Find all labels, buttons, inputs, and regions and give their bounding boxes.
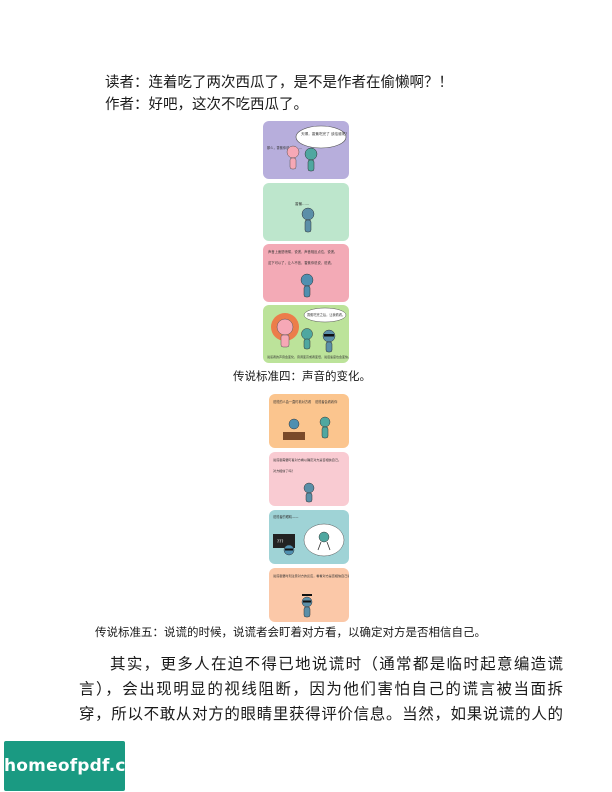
comic-panel-voice-1: 天哪，香蕉吃完了 该给谁呢？ 那么，香蕉你说，我…… bbox=[263, 121, 349, 179]
panel-text: 说谎者需要盯着对方看以确定对方是否相信自己。 bbox=[273, 457, 341, 462]
panel-text: 这下可以了，让人不信，香蕉你说说，说谎。 bbox=[268, 260, 334, 265]
comic-panel-stare-3: 说谎者的眼睛—— ??? bbox=[269, 510, 349, 564]
teal-character bbox=[301, 207, 315, 233]
teal-character bbox=[304, 147, 318, 172]
dialogue-text: 好吧，这次不吃西瓜了。 bbox=[148, 97, 309, 113]
dialogue-text: 连着吃了两次西瓜了，是不是作者在偷懒啊？！ bbox=[148, 75, 454, 91]
teal-character bbox=[303, 482, 315, 503]
panel-text: 说谎者要时刻注意对方的反应，看看对方是否相信自己说的话。 bbox=[273, 573, 349, 578]
monitor-label: ??? bbox=[277, 539, 283, 544]
sunglasses-character bbox=[283, 544, 295, 556]
bubble-text: 说谎者的眼睛—— bbox=[273, 514, 299, 519]
monitor bbox=[273, 534, 295, 548]
desk bbox=[283, 432, 305, 440]
comic-illustration: 香蕉…… bbox=[263, 183, 349, 241]
teal-character bbox=[300, 273, 314, 298]
watermark-logo: homeofpdf.com bbox=[4, 741, 155, 791]
body-paragraph: 其实，更多人在迫不得已地说谎时（通常都是临时起意编造谎 言），会出现明显的视线阻… bbox=[79, 652, 563, 727]
comic-panel-stare-4: 说谎者要时刻注意对方的反应，看看对方是否相信自己说的话。 bbox=[269, 568, 349, 622]
panel-footer-text: 说谎者的声音会变化，音调变高或者变低，说话速度也会变快。 bbox=[267, 354, 349, 359]
panel-text: 对方相信了吗？ bbox=[273, 468, 295, 473]
comic-illustration: 声音上面是喷嘴，说谎，声音相反点位，说谎。 这下可以了，让人不信，香蕉你说说，说… bbox=[263, 244, 349, 302]
standing-character bbox=[319, 416, 331, 439]
comic-panel-stare-2: 说谎者需要盯着对方看以确定对方是否相信自己。 对方相信了吗？ bbox=[269, 452, 349, 506]
paragraph-line: 其实，更多人在迫不得已地说谎时（通常都是临时起意编造谎 bbox=[110, 655, 563, 673]
aside-text: 那么，香蕉你说，我…… bbox=[267, 145, 302, 150]
panel-text: 说谎者会看着你 bbox=[315, 399, 338, 404]
bubble-text: 天哪，香蕉吃完了 该给谁呢？ bbox=[301, 131, 349, 136]
seated-character bbox=[288, 418, 300, 430]
paragraph-line: 穿，所以不敢从对方的眼睛里获得评价信息。当然，如果说谎的人的 bbox=[79, 705, 563, 723]
panel-text: 说谎的人会一直盯着对方看 bbox=[273, 399, 311, 404]
panel-text: 声音上面是喷嘴，说谎，声音相反点位，说谎。 bbox=[268, 249, 337, 254]
jumping-character bbox=[317, 531, 331, 551]
caption-standard-five: 传说标准五：说谎的时候，说谎者会盯着对方看，以确定对方是否相信自己。 bbox=[95, 625, 486, 639]
sunglasses-character bbox=[322, 329, 336, 353]
speech-bubble bbox=[303, 307, 347, 323]
dialogue-line-reader: 读者：连着吃了两次西瓜了，是不是作者在偷懒啊？！ bbox=[105, 72, 453, 94]
caption-standard-four: 传说标准四：声音的变化。 bbox=[233, 369, 371, 383]
comic-illustration: 说谎者需要盯着对方看以确定对方是否相信自己。 对方相信了吗？ bbox=[269, 452, 349, 506]
dialogue-line-author: 作者：好吧，这次不吃西瓜了。 bbox=[105, 94, 308, 116]
comic-illustration: 香蕉吃完之后，让我看看。 说谎者的声音会变化，音调变高或者变低，说话速度也会变快… bbox=[263, 305, 349, 363]
pink-character bbox=[286, 145, 300, 170]
comic-illustration: 天哪，香蕉吃完了 该给谁呢？ 那么，香蕉你说，我…… bbox=[263, 121, 349, 179]
comic-panel-voice-4: 香蕉吃完之后，让我看看。 说谎者的声音会变化，音调变高或者变低，说话速度也会变快… bbox=[263, 305, 349, 363]
comic-illustration: 说谎的人会一直盯着对方看 说谎者会看着你 bbox=[269, 394, 349, 448]
speech-bubble bbox=[295, 125, 347, 149]
sunglasses-character bbox=[301, 594, 313, 618]
comic-illustration: 说谎者的眼睛—— ??? bbox=[269, 510, 349, 564]
paragraph-line: 言），会出现明显的视线阻断，因为他们害怕自己的谎言被当面拆 bbox=[79, 680, 563, 698]
panel-background bbox=[269, 394, 349, 448]
bubble-text: 香蕉吃完之后，让我看看。 bbox=[307, 312, 345, 317]
speaker-label: 作者： bbox=[105, 97, 149, 113]
comic-panel-stare-1: 说谎的人会一直盯着对方看 说谎者会看着你 bbox=[269, 394, 349, 448]
comic-illustration: 说谎者要时刻注意对方的反应，看看对方是否相信自己说的话。 bbox=[269, 568, 349, 622]
comic-panel-voice-3: 声音上面是喷嘴，说谎，声音相反点位，说谎。 这下可以了，让人不信，香蕉你说说，说… bbox=[263, 244, 349, 302]
angry-character bbox=[271, 313, 299, 348]
speaker-label: 读者： bbox=[105, 75, 149, 91]
comic-panel-voice-2: 香蕉…… bbox=[263, 183, 349, 241]
bubble-text: 香蕉…… bbox=[295, 201, 310, 206]
teal-character bbox=[301, 328, 313, 350]
